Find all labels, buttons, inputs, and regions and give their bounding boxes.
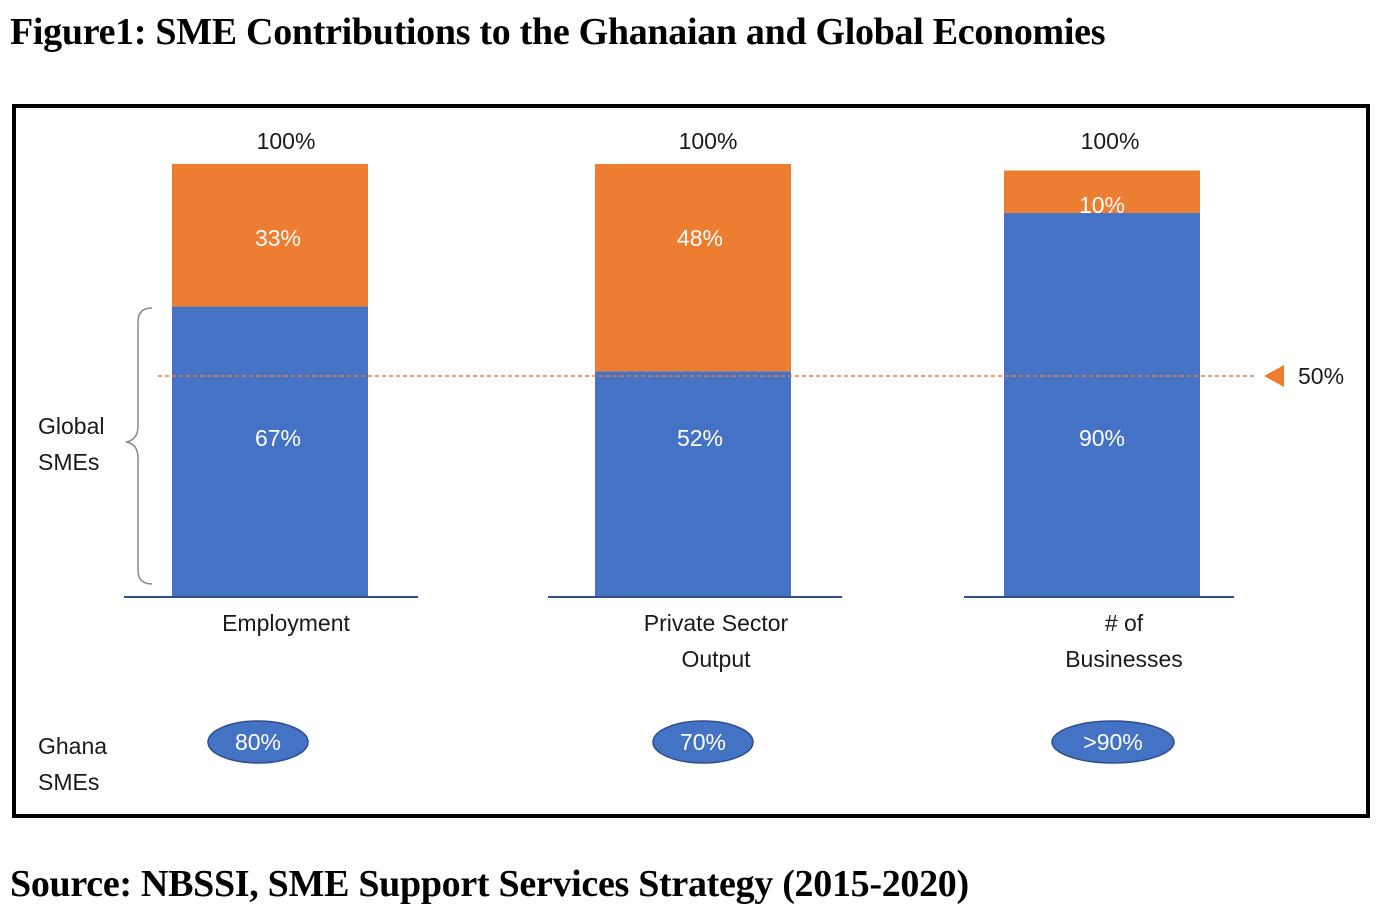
ghana-value-ellipse	[652, 720, 754, 764]
bar-value-label: 48%	[677, 225, 723, 251]
global-smes-label: SMEs	[38, 449, 99, 475]
global-smes-brace	[125, 307, 153, 585]
bar-value-label: 90%	[1079, 425, 1125, 451]
bar-total-label: 100%	[257, 128, 316, 154]
category-label: Employment	[222, 610, 350, 636]
ghana-smes-label: Ghana	[38, 733, 107, 759]
chart-frame: 67% 52% 90% 33% 48% 10% 100% 100% 100% 50% Employm…	[12, 104, 1370, 818]
bar-value-label: 33%	[255, 225, 301, 251]
figure-source: Source: NBSSI, SME Support Services Stra…	[10, 863, 969, 905]
ghana-value-label: 70%	[680, 729, 726, 755]
category-label: Output	[681, 646, 751, 672]
category-label: Private Sector	[644, 610, 789, 636]
bar-value-label: 52%	[677, 425, 723, 451]
category-label: Businesses	[1065, 646, 1183, 672]
bar-total-label: 100%	[1081, 128, 1140, 154]
ghana-value-label: 80%	[235, 729, 281, 755]
reference-line-label: 50%	[1298, 363, 1344, 389]
global-smes-label: Global	[38, 413, 104, 439]
reference-marker-icon	[1264, 365, 1284, 387]
category-label: # of	[1105, 610, 1144, 636]
bar-segment-blue	[172, 306, 368, 596]
stacked-bar-chart: 67% 52% 90% 33% 48% 10% 100% 100% 100% 50% Employm…	[38, 128, 1344, 795]
bar-value-label: 10%	[1079, 192, 1125, 218]
bar-segment-orange	[172, 164, 368, 307]
bar-segment-blue	[1004, 213, 1200, 597]
bar-total-label: 100%	[679, 128, 738, 154]
bar-value-label: 67%	[255, 425, 301, 451]
ghana-value-ellipse	[207, 720, 309, 764]
bar-segment-orange	[1004, 170, 1200, 214]
ghana-smes-label: SMEs	[38, 769, 99, 795]
bar-segment-blue	[595, 371, 791, 596]
ghana-value-ellipse	[1051, 720, 1175, 764]
bar-segment-orange	[595, 164, 791, 372]
ghana-value-label: >90%	[1083, 729, 1142, 755]
figure-title: Figure1: SME Contributions to the Ghanai…	[10, 11, 1106, 53]
